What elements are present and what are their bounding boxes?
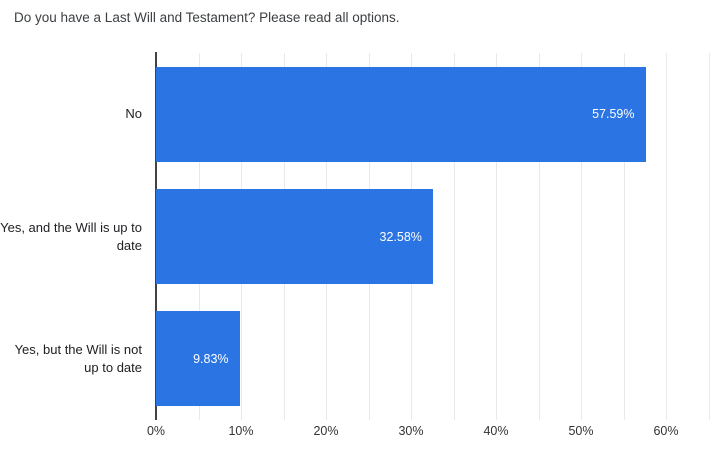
category-label-0: No (125, 106, 142, 122)
x-tick-label-40: 40% (483, 424, 509, 438)
x-axis: 0% 10% 20% 30% 40% 50% 60% (0, 424, 713, 444)
bar-2[interactable]: 9.83% (156, 311, 240, 407)
bar-value-label-1: 32.58% (379, 229, 422, 244)
chart-title: Do you have a Last Will and Testament? P… (14, 10, 400, 25)
gridline-35pct (453, 53, 455, 420)
x-tick-label-60: 60% (653, 424, 679, 438)
category-labels-column: No Yes, and the Will is up to date Yes, bu… (0, 53, 148, 420)
plot-area: 57.59% 32.58% 9.83% (156, 53, 713, 420)
x-tick-label-30: 30% (398, 424, 424, 438)
x-tick-label-0: 0% (146, 424, 166, 438)
gridline-50pct (581, 53, 582, 420)
gridline-65pct (708, 53, 710, 420)
category-label-2: Yes, but the Will is not up to date (14, 341, 142, 375)
x-tick-label-50: 50% (568, 424, 594, 438)
x-tick-label-20: 20% (313, 424, 339, 438)
y-axis-line (155, 52, 157, 420)
x-tick-label-10: 10% (228, 424, 254, 438)
bar-value-label-2: 9.83% (193, 351, 229, 366)
bar-value-label-0: 57.59% (592, 107, 635, 122)
bar-0[interactable]: 57.59% (156, 66, 646, 162)
bar-1[interactable]: 32.58% (156, 189, 433, 284)
category-label-1: Yes, and the Will is up to date (0, 219, 142, 253)
gridline-60pct (666, 53, 667, 420)
gridline-55pct (623, 53, 625, 420)
gridline-45pct (538, 53, 540, 420)
gridline-40pct (496, 53, 497, 420)
